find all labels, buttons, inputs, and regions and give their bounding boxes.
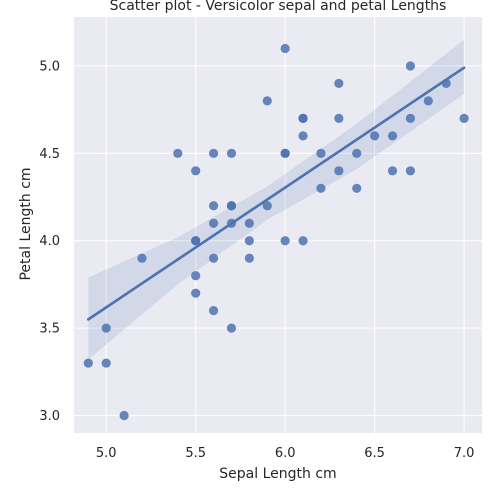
data-point: [208, 306, 219, 316]
y-axis-label: Petal Length cm: [18, 167, 34, 280]
x-tick-label: 7.0: [454, 446, 475, 461]
data-point: [173, 148, 183, 158]
data-point: [137, 253, 147, 263]
x-tick-labels: 5.0 5.5 6.0 6.5 7.0: [96, 446, 475, 461]
data-point: [83, 358, 93, 368]
confidence-band: [88, 39, 465, 360]
data-point: [191, 288, 201, 298]
data-point: [298, 236, 308, 246]
data-point: [119, 410, 129, 421]
data-point: [316, 183, 326, 193]
data-point: [334, 78, 344, 89]
data-point: [191, 166, 201, 176]
data-point: [387, 166, 398, 176]
y-tick-label: 4.5: [39, 147, 60, 162]
data-point: [298, 131, 308, 141]
data-point: [370, 131, 380, 141]
data-point: [244, 218, 254, 228]
data-point: [405, 113, 416, 123]
data-point: [316, 148, 326, 158]
data-point: [352, 148, 362, 158]
x-axis-label: Sepal Length cm: [219, 466, 336, 482]
data-point: [441, 78, 451, 89]
data-point: [208, 148, 219, 158]
scatter-points: [83, 43, 469, 421]
data-point: [244, 253, 254, 263]
y-tick-label: 3.5: [39, 322, 60, 337]
plot-area: [74, 17, 482, 433]
data-point: [459, 113, 469, 123]
data-point: [334, 113, 344, 123]
regression-line-layer: [87, 66, 466, 321]
data-point: [405, 166, 416, 176]
y-tick-label: 5.0: [39, 59, 60, 74]
y-tick-labels: 3.0 3.5 4.0 4.5 5.0: [39, 59, 60, 424]
data-point: [208, 218, 219, 228]
confidence-band-layer: [88, 39, 465, 360]
data-point: [298, 113, 308, 123]
data-point: [262, 201, 272, 211]
x-tick-label: 6.0: [275, 446, 296, 461]
data-point: [352, 183, 362, 193]
data-point: [191, 271, 201, 281]
data-point: [101, 323, 111, 333]
y-tick-label: 4.0: [39, 234, 60, 249]
data-point: [208, 253, 219, 263]
data-point: [226, 148, 237, 158]
data-point: [226, 201, 237, 211]
y-tick-label: 3.0: [39, 409, 60, 424]
data-point: [280, 148, 290, 158]
data-point: [280, 236, 290, 246]
data-point: [423, 96, 433, 106]
data-point: [208, 201, 219, 211]
x-tick-label: 6.5: [364, 446, 385, 461]
data-point: [226, 323, 237, 333]
x-tick-label: 5.0: [96, 446, 117, 461]
data-point: [244, 236, 254, 246]
x-tick-label: 5.5: [185, 446, 206, 461]
data-point: [191, 236, 201, 246]
data-point: [280, 43, 290, 54]
data-point: [226, 218, 237, 228]
regression-line: [87, 66, 466, 321]
chart-title: Scatter plot - Versicolor sepal and peta…: [110, 0, 447, 14]
data-point: [262, 96, 272, 106]
data-point: [334, 166, 344, 176]
data-point: [405, 61, 416, 71]
data-point: [387, 131, 398, 141]
data-point: [101, 358, 111, 368]
